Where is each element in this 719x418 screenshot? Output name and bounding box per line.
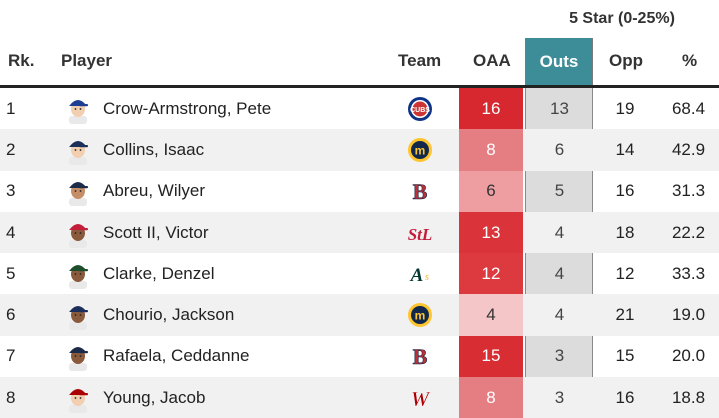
opp-cell: 21 bbox=[615, 305, 635, 325]
oaa-cell: 16 bbox=[459, 88, 523, 130]
table-body: 1 Crow-Armstrong, Pete CUBS 16 13 19 68.4 2 Coll… bbox=[0, 88, 719, 418]
outs-cell: 3 bbox=[554, 346, 565, 366]
player-name-link[interactable]: Collins, Isaac bbox=[103, 139, 205, 159]
rank-cell: 6 bbox=[6, 305, 16, 325]
opp-cell: 15 bbox=[615, 346, 635, 366]
player-name-link[interactable]: Scott II, Victor bbox=[103, 222, 209, 242]
svg-text:B: B bbox=[413, 344, 428, 369]
pct-cell: 18.8 bbox=[671, 387, 706, 407]
oaa-cell: 8 bbox=[459, 377, 523, 418]
table-row[interactable]: 3 Abreu, Wilyer B 6 5 16 31.3 bbox=[0, 170, 719, 212]
opp-cell: 19 bbox=[615, 98, 635, 118]
rank-cell: 3 bbox=[6, 181, 16, 201]
table-row[interactable]: 1 Crow-Armstrong, Pete CUBS 16 13 19 68.4 bbox=[0, 88, 719, 130]
opp-cell: 18 bbox=[615, 222, 635, 242]
oaa-cell: 13 bbox=[459, 211, 523, 254]
nationals-logo-icon: W bbox=[405, 377, 435, 418]
oaa-cell: 4 bbox=[459, 294, 523, 336]
column-header-outs[interactable]: Outs bbox=[525, 38, 593, 85]
oaa-cell: 15 bbox=[459, 335, 523, 378]
pct-cell: 33.3 bbox=[671, 263, 706, 283]
player-headshot bbox=[64, 88, 92, 129]
svg-text:m: m bbox=[415, 309, 426, 323]
red-sox-logo-icon: B bbox=[405, 336, 435, 377]
cubs-logo-icon: CUBS bbox=[405, 88, 435, 129]
header-divider bbox=[0, 85, 719, 88]
svg-text:s: s bbox=[425, 272, 429, 283]
player-headshot bbox=[64, 377, 92, 418]
outs-cell: 4 bbox=[554, 305, 565, 325]
pct-cell: 31.3 bbox=[671, 181, 706, 201]
outs-cell: 6 bbox=[554, 139, 565, 159]
column-header-rank[interactable]: Rk. bbox=[8, 50, 35, 70]
rank-cell: 4 bbox=[6, 222, 16, 242]
group-header-5-star: 5 Star (0-25%) bbox=[569, 10, 675, 27]
player-headshot bbox=[64, 336, 92, 377]
opp-cell: 14 bbox=[615, 139, 635, 159]
pct-cell: 42.9 bbox=[671, 139, 706, 159]
pct-cell: 19.0 bbox=[671, 305, 706, 325]
rank-cell: 5 bbox=[6, 263, 16, 283]
svg-text:StL: StL bbox=[408, 225, 433, 244]
table-row[interactable]: 7 Rafaela, Ceddanne B 15 3 15 20.0 bbox=[0, 335, 719, 378]
column-header-team[interactable]: Team bbox=[398, 50, 442, 70]
outs-cell: 13 bbox=[550, 98, 569, 118]
opp-cell: 16 bbox=[615, 387, 635, 407]
rank-cell: 1 bbox=[6, 98, 16, 118]
pct-cell: 22.2 bbox=[671, 222, 706, 242]
outs-cell: 3 bbox=[554, 387, 565, 407]
player-name-link[interactable]: Clarke, Denzel bbox=[103, 263, 215, 283]
svg-text:W: W bbox=[411, 387, 431, 411]
rank-cell: 2 bbox=[6, 139, 16, 159]
player-headshot bbox=[64, 171, 92, 212]
opp-cell: 12 bbox=[615, 263, 635, 283]
pct-cell: 68.4 bbox=[671, 98, 706, 118]
oaa-cell: 8 bbox=[459, 129, 523, 171]
column-header-pct[interactable]: % bbox=[682, 50, 698, 70]
oaa-cell: 6 bbox=[459, 170, 523, 212]
cardinals-logo-icon: StL bbox=[405, 212, 435, 253]
brewers-logo-icon: m bbox=[405, 129, 435, 170]
player-name-link[interactable]: Chourio, Jackson bbox=[103, 305, 235, 325]
table-header: Rk. Player Team OAA Outs Opp % bbox=[0, 38, 719, 85]
column-header-oaa[interactable]: OAA bbox=[473, 50, 511, 70]
player-name-link[interactable]: Abreu, Wilyer bbox=[103, 181, 206, 201]
player-headshot bbox=[64, 294, 92, 335]
oaa-cell: 12 bbox=[459, 253, 523, 295]
player-headshot bbox=[64, 253, 92, 294]
svg-text:CUBS: CUBS bbox=[410, 107, 430, 114]
outs-cell: 5 bbox=[554, 181, 565, 201]
table-row[interactable]: 8 Young, Jacob W 8 3 16 18.8 bbox=[0, 377, 719, 418]
table-row[interactable]: 2 Collins, Isaac m 8 6 14 42.9 bbox=[0, 129, 719, 171]
pct-cell: 20.0 bbox=[671, 346, 706, 366]
svg-text:A: A bbox=[410, 265, 424, 286]
rank-cell: 8 bbox=[6, 387, 16, 407]
player-name-link[interactable]: Rafaela, Ceddanne bbox=[103, 346, 250, 366]
svg-text:m: m bbox=[415, 143, 426, 157]
player-name-link[interactable]: Crow-Armstrong, Pete bbox=[103, 98, 272, 118]
opp-cell: 16 bbox=[615, 181, 635, 201]
brewers-logo-icon: m bbox=[405, 294, 435, 335]
outs-cell: 4 bbox=[554, 222, 565, 242]
table-row[interactable]: 6 Chourio, Jackson m 4 4 21 19.0 bbox=[0, 294, 719, 336]
player-name-link[interactable]: Young, Jacob bbox=[103, 387, 206, 407]
player-headshot bbox=[64, 212, 92, 253]
red-sox-logo-icon: B bbox=[405, 171, 435, 212]
column-header-opp[interactable]: Opp bbox=[609, 50, 643, 70]
outs-cell: 4 bbox=[554, 263, 565, 283]
column-header-player[interactable]: Player bbox=[61, 50, 113, 70]
svg-text:B: B bbox=[413, 179, 428, 204]
table-row[interactable]: 4 Scott II, Victor StL 13 4 18 22.2 bbox=[0, 211, 719, 254]
rank-cell: 7 bbox=[6, 346, 16, 366]
player-headshot bbox=[64, 129, 92, 170]
